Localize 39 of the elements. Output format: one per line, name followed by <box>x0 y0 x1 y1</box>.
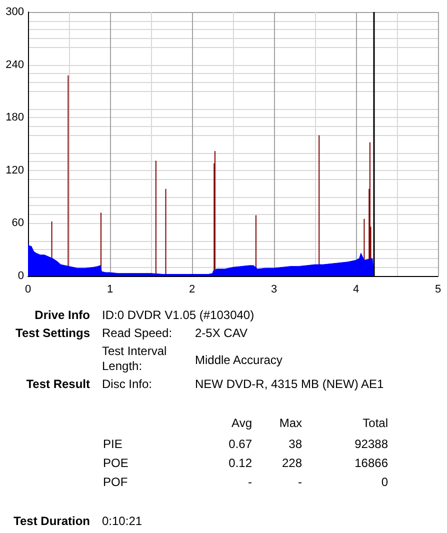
text: 92388 <box>354 437 388 452</box>
text: ID:0 DVDR V1.05 (#103040) <box>102 308 254 323</box>
text: POF <box>103 475 128 490</box>
text: Test Interval Length: <box>102 344 168 374</box>
x-tick-label: 4 <box>352 284 360 296</box>
x-tick-label: 0 <box>24 284 32 296</box>
text: Avg <box>232 416 252 431</box>
y-tick-label: 60 <box>12 217 24 230</box>
y-tick-label: 0 <box>18 270 24 282</box>
x-tick-label: 1 <box>106 284 114 296</box>
text: - <box>298 475 302 490</box>
text: 228 <box>282 456 302 471</box>
x-tick-label: 3 <box>270 284 278 296</box>
text: 0.67 <box>228 437 252 452</box>
x-tick-label: 2 <box>188 284 196 296</box>
text: Max <box>279 416 302 431</box>
text: 2-5X CAV <box>195 326 248 341</box>
text: 0 <box>381 475 388 490</box>
text: Test Duration <box>14 514 90 529</box>
y-tick-label: 240 <box>6 58 24 71</box>
text: Middle Accuracy <box>195 353 282 368</box>
x-tick-label: 5 <box>434 284 442 296</box>
text: - <box>248 475 252 490</box>
text: Read Speed: <box>102 326 172 341</box>
text: Test Result <box>26 377 90 392</box>
text: Total <box>362 416 388 431</box>
text: Disc Info: <box>102 377 152 392</box>
text: Drive Info <box>34 308 90 323</box>
text: Test Settings <box>16 326 90 341</box>
text: 0.12 <box>228 456 252 471</box>
text: NEW DVD-R, 4315 MB (NEW) AE1 <box>195 377 384 392</box>
text: POE <box>103 456 128 471</box>
text: 0:10:21 <box>102 514 142 529</box>
text: 38 <box>288 437 302 452</box>
y-tick-label: 120 <box>6 164 24 176</box>
y-tick-label: 180 <box>6 112 24 124</box>
text: 16866 <box>354 456 388 471</box>
y-tick-label: 300 <box>6 6 24 18</box>
text: PIE <box>103 437 122 452</box>
